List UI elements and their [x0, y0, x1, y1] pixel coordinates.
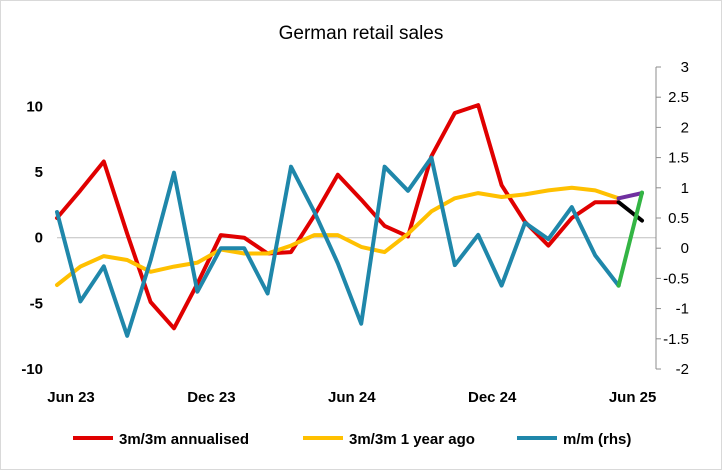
- x-tick-label: Jun 24: [328, 389, 376, 406]
- y-right-tick-label: 1.5: [668, 150, 689, 167]
- y-right-tick-label: -0.5: [663, 270, 689, 287]
- legend-label: m/m (rhs): [563, 431, 631, 448]
- axes: -10 -5 0 5 10 -2 -1.5 -1 -0.5 0 0.5 1 1.5 2 2.5 3 Jun 23…: [21, 59, 689, 406]
- chart-title: German retail sales: [279, 23, 444, 44]
- y-right-tick-label: 0.5: [668, 210, 689, 227]
- y-right-tick-label: 3: [681, 59, 689, 76]
- y-left-tick-label: -5: [30, 295, 43, 312]
- series-projection-3m-3m-annualised: [616, 200, 644, 223]
- y-left-tick-label: -10: [21, 361, 43, 378]
- y-left-tick-label: 0: [35, 230, 43, 247]
- y-right-tick-label: 2: [681, 119, 689, 136]
- x-tick-label: Dec 24: [468, 389, 517, 406]
- x-tick-label: Jun 25: [609, 389, 657, 406]
- x-tick-label: Jun 23: [47, 389, 95, 406]
- y-right-tick-label: -1: [676, 301, 689, 318]
- legend: 3m/3m annualised 3m/3m 1 year ago m/m (rhs…: [73, 431, 631, 448]
- series-projection-m-m-rhs: [616, 190, 644, 288]
- x-tick-label: Dec 23: [187, 389, 235, 406]
- series-layer: [55, 103, 644, 338]
- legend-label: 3m/3m annualised: [119, 431, 249, 448]
- y-right-tick-label: 1: [681, 180, 689, 197]
- y-right-tick-label: -2: [676, 361, 689, 378]
- y-left-tick-label: 5: [35, 164, 43, 181]
- series-projection-3m-3m-1-year-ago: [616, 191, 644, 201]
- legend-label: 3m/3m 1 year ago: [349, 431, 475, 448]
- series-line-m-m-rhs: [55, 155, 621, 338]
- y-left-tick-label: 10: [26, 98, 43, 115]
- y-right-tick-label: 2.5: [668, 89, 689, 106]
- y-right-tick-label: -1.5: [663, 331, 689, 348]
- y-right-tick-label: 0: [681, 240, 689, 257]
- series-line-3m-3m-1-year-ago: [55, 185, 621, 287]
